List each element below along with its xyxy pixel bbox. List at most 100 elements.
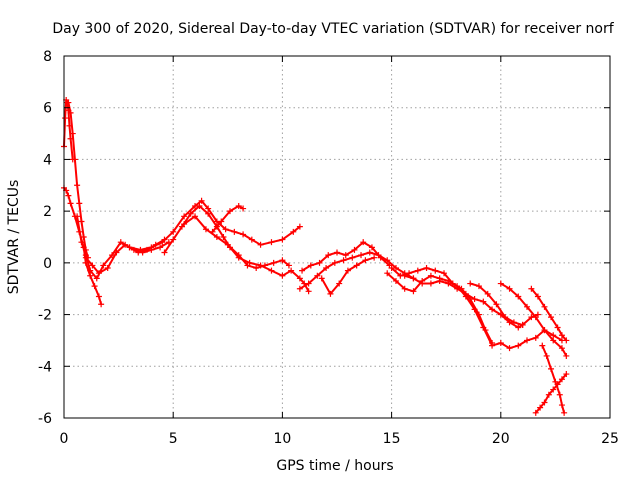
data-point [353,262,360,269]
data-point [489,306,496,313]
data-point [552,378,559,385]
data-point [157,244,164,251]
y-tick-label: -4 [38,359,52,375]
data-point [170,228,177,235]
data-point [506,345,513,352]
data-point [198,197,205,204]
data-point [74,213,81,220]
data-point [561,409,568,416]
data-point [515,324,522,331]
data-point [484,290,491,297]
data-point [558,345,565,352]
data-point [368,244,375,251]
data-series-pass-12 [318,254,378,297]
data-series-pass-5 [82,239,172,277]
data-point [205,210,212,217]
data-point [231,228,238,235]
data-point [187,210,194,217]
data-point [539,342,546,349]
y-tick-label: -2 [38,308,52,324]
data-point [240,231,247,238]
data-point [532,314,539,321]
x-axis-label: GPS time / hours [276,458,393,474]
data-point [327,290,334,297]
data-point [441,270,448,277]
data-point [218,218,225,225]
y-tick-label: 6 [43,101,52,117]
data-point [170,236,177,243]
data-series-pass-7 [161,202,312,295]
data-point [71,156,78,163]
data-point [220,234,227,240]
data-point [331,259,338,266]
data-point [91,283,98,290]
data-point [159,239,166,246]
data-point [349,254,356,261]
data-point [299,267,306,274]
data-point [314,272,321,279]
data-point [454,285,461,292]
data-point [558,376,565,383]
data-point [545,391,552,398]
data-point [137,246,144,253]
data-point [122,241,129,248]
data-point [240,205,247,212]
data-point [196,202,203,209]
chart-title: Day 300 of 2020, Sidereal Day-to-day VTE… [52,21,614,37]
data-point [362,257,369,264]
data-point [423,265,430,272]
data-point [87,272,94,279]
data-point [388,265,395,272]
data-point [65,192,72,199]
data-point [334,249,340,256]
data-point [181,221,188,228]
series-trace [67,101,89,259]
data-point [65,99,72,106]
data-point [222,226,229,233]
data-point [117,239,124,246]
data-point [268,239,275,246]
x-tick-label: 10 [273,431,291,447]
data-point [235,202,242,209]
data-point [534,293,541,300]
data-point [224,241,231,248]
data-series-pass-9 [181,213,292,272]
data-point [192,213,199,220]
data-point [268,267,275,274]
series-trace [534,373,568,414]
data-point [82,254,89,261]
data-point [401,272,408,279]
data-point [548,314,555,321]
data-point [305,288,312,295]
data-point [360,239,367,246]
data-point [563,371,570,378]
data-point [69,130,76,137]
data-point [325,252,332,259]
data-point [493,301,500,308]
y-axis-label: SDTVAR / TECUs [6,180,22,295]
data-point [67,200,74,207]
data-point [89,262,96,269]
data-point [392,277,399,284]
data-point [87,267,94,274]
data-series-pass-17 [497,280,570,359]
data-point [541,327,548,334]
data-point [497,340,504,347]
data-series-pass-14 [388,265,496,347]
x-tick-label: 0 [60,431,69,447]
data-point [235,252,242,259]
data-point [532,334,539,341]
data-point [550,386,557,393]
data-point [410,288,417,295]
data-point [558,402,565,409]
x-tick-label: 15 [383,431,401,447]
data-point [532,409,539,416]
data-point [78,218,85,225]
data-point [181,213,188,220]
data-point [548,365,555,372]
x-tick-label: 25 [601,431,619,447]
data-point [410,275,417,282]
data-point [489,340,496,347]
data-point [285,262,292,269]
